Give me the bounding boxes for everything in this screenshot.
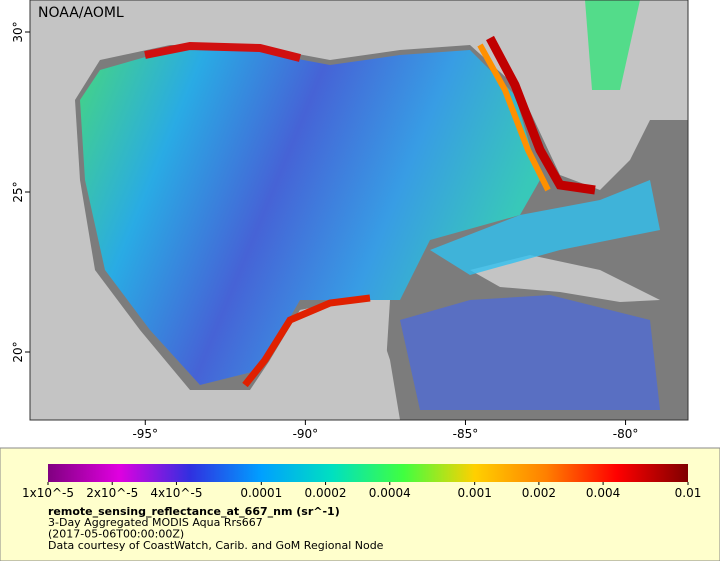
x-tick-label: -95°	[132, 427, 158, 441]
straits-data	[430, 180, 660, 275]
coastal-high	[486, 35, 596, 195]
map-panel	[30, 0, 688, 420]
colorbar-tick-label: 0.0002	[305, 486, 347, 500]
legend-variable: remote_sensing_reflectance_at_667_nm (sr…	[48, 505, 340, 518]
colorbar-tick-label: 1x10^-5	[22, 486, 74, 500]
yucatan	[250, 300, 390, 420]
map-frame	[29, 0, 689, 421]
coastal-high	[242, 294, 371, 388]
colorbar-tick-label: 0.004	[586, 486, 620, 500]
y-tick-label: 20°	[11, 341, 25, 362]
legend-line: Data courtesy of CoastWatch, Carib. and …	[48, 539, 384, 552]
map-title: NOAA/AOML	[38, 5, 124, 21]
x-tick-label: -90°	[293, 427, 319, 441]
atlantic-data	[585, 0, 640, 90]
legend-line: 3-Day Aggregated MODIS Aqua Rrs667	[48, 516, 263, 529]
gulf-data	[80, 50, 540, 385]
y-tick-label: 30°	[11, 21, 25, 42]
colorbar-tick-label: 0.001	[457, 486, 491, 500]
coastal-mid	[477, 43, 551, 192]
caribbean-data	[400, 295, 660, 410]
colorbar-tick-label: 0.0004	[369, 486, 411, 500]
colorbar-tick-label: 0.002	[522, 486, 556, 500]
coastal-high	[144, 41, 301, 62]
colorbar-tick-label: 2x10^-5	[86, 486, 138, 500]
cuba	[470, 255, 660, 302]
x-tick-label: -80°	[613, 427, 639, 441]
colorbar-tick-label: 0.01	[675, 486, 702, 500]
colorbar-tick-label: 4x10^-5	[150, 486, 202, 500]
legend-line: (2017-05-06T00:00:00Z)	[48, 528, 184, 541]
colorbar-tick-label: 0.0001	[240, 486, 282, 500]
colorbar	[48, 464, 688, 482]
y-tick-label: 25°	[11, 181, 25, 202]
x-tick-label: -85°	[453, 427, 479, 441]
